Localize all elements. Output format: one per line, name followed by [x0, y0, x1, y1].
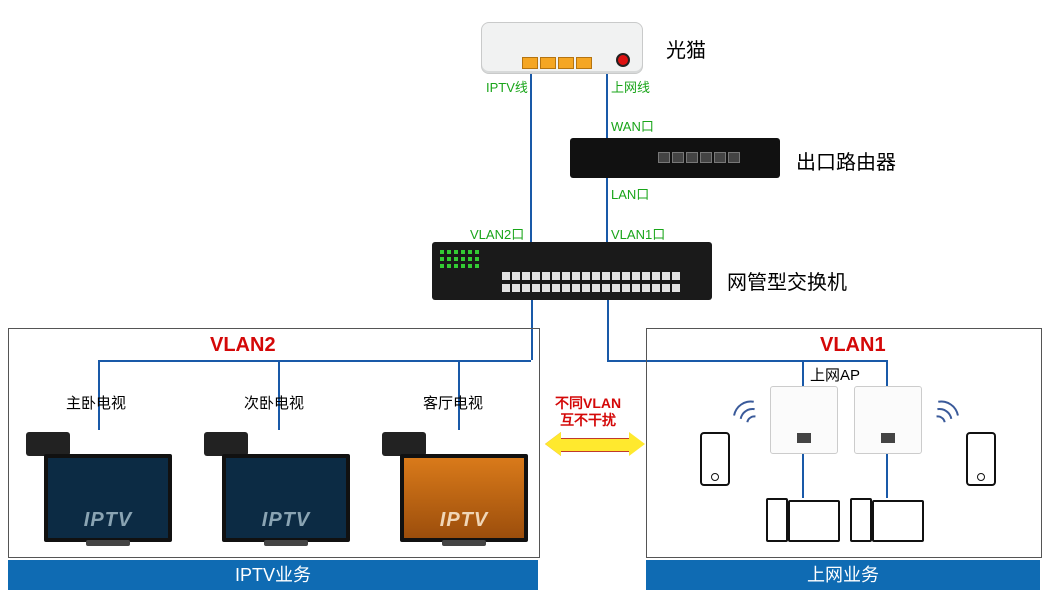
tv-screen-text-2: IPTV: [404, 509, 524, 532]
port-label-vlan1_port: VLAN1口: [611, 224, 665, 243]
tv-stand-2: [442, 540, 486, 546]
set-top-box-2: [382, 432, 426, 456]
switch-label: 网管型交换机: [727, 266, 847, 295]
tv-label-2: 客厅电视: [423, 392, 483, 413]
conn-router-lan-to-switch-vlan1: [606, 178, 608, 242]
conn-modem-to-router-wan: [606, 72, 608, 138]
port-label-vlan2_port: VLAN2口: [470, 224, 524, 243]
group-footer-left: IPTV业务: [8, 560, 538, 590]
ap-panel-1: [854, 386, 922, 454]
vlan-title-vlan2: VLAN2: [210, 334, 276, 357]
port-label-internet_line: 上网线: [611, 77, 650, 96]
tv-stand-0: [86, 540, 130, 546]
tv-screen-text-0: IPTV: [48, 509, 168, 532]
vlan-separation-arrow: [545, 432, 645, 456]
phone-1: [966, 432, 996, 486]
port-label-lan: LAN口: [611, 184, 649, 203]
pc-tower-0: [766, 498, 788, 542]
tv-label-0: 主卧电视: [66, 392, 126, 413]
vlan-note-line1: 不同VLAN: [555, 395, 621, 412]
tv-1: IPTV: [222, 454, 350, 542]
port-label-iptv_line: IPTV线: [486, 77, 528, 96]
phone-0: [700, 432, 730, 486]
tv-0: IPTV: [44, 454, 172, 542]
tv-2: IPTV: [400, 454, 528, 542]
ap-label: 上网AP: [810, 364, 860, 385]
router-label: 出口路由器: [796, 146, 896, 175]
switch-device: [432, 242, 712, 300]
modem-label: 光猫: [666, 34, 706, 63]
vlan-note: 不同VLAN互不干扰: [555, 395, 621, 429]
vlan-note-line2: 互不干扰: [555, 412, 621, 429]
group-footer-right: 上网业务: [646, 560, 1040, 590]
modem-device: [481, 22, 643, 74]
vlan-title-vlan1: VLAN1: [820, 334, 886, 357]
set-top-box-1: [204, 432, 248, 456]
port-label-wan: WAN口: [611, 116, 654, 135]
set-top-box-0: [26, 432, 70, 456]
ap-panel-0: [770, 386, 838, 454]
tv-stand-1: [264, 540, 308, 546]
pc-monitor-1: [872, 500, 924, 542]
pc-tower-1: [850, 498, 872, 542]
conn-switch-down-right: [607, 300, 609, 360]
tv-label-1: 次卧电视: [244, 392, 304, 413]
pc-monitor-0: [788, 500, 840, 542]
conn-modem-to-switch-vlan2: [530, 72, 532, 242]
router-device: [570, 138, 780, 178]
tv-screen-text-1: IPTV: [226, 509, 346, 532]
